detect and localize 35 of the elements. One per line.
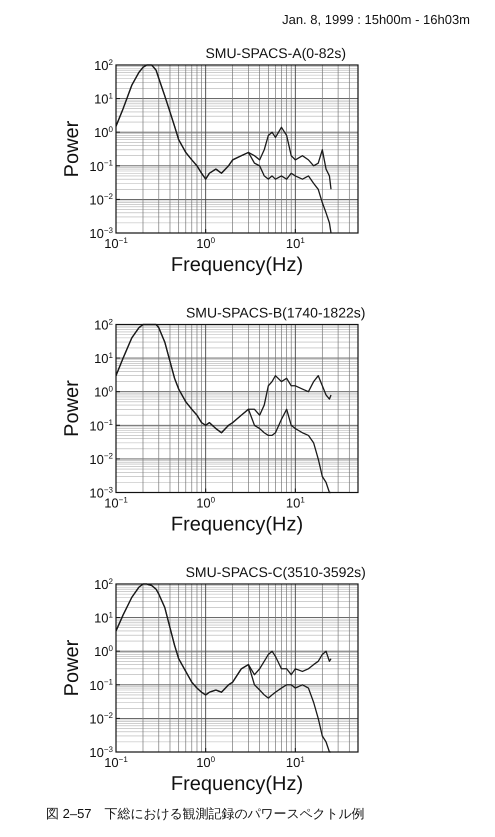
x-tick-label: 10$^{−1}$ (104, 754, 128, 770)
y-tick-label: 10$^{−2}$ (89, 452, 114, 467)
y-axis-title: Power (61, 120, 83, 178)
y-tick-label: 10$^{2}$ (94, 58, 114, 73)
y-tick-label: 10$^{−1}$ (89, 418, 114, 434)
x-tick-label: 10$^{1}$ (286, 754, 306, 770)
caption: 図 2–57 下総における観測記録のパワースペクトル例 (46, 806, 365, 821)
x-tick-label: 10$^{−1}$ (104, 495, 128, 510)
y-tick-label: 10$^{−2}$ (89, 711, 114, 726)
y-tick-label: 10$^{1}$ (94, 610, 114, 626)
x-axis-title: Frequency(Hz) (170, 254, 304, 276)
x-tick-label: 10$^{1}$ (286, 236, 306, 251)
y-tick-label: 10$^{0}$ (94, 644, 114, 660)
y-tick-label: 10$^{1}$ (94, 91, 114, 107)
y-tick-label: 10$^{−1}$ (89, 678, 114, 693)
y-axis-title: Power (61, 380, 83, 437)
text: Jan. 8, 1999 : 15h00m - 16h03m (282, 12, 470, 27)
x-tick-label: 10$^{0}$ (196, 754, 216, 770)
x-tick-label: 10$^{1}$ (286, 495, 306, 510)
x-axis-title: Frequency(Hz) (170, 514, 304, 536)
y-tick-label: 10$^{1}$ (94, 350, 114, 366)
y-tick-label: 10$^{0}$ (94, 125, 114, 140)
chart-title: SMU-SPACS-B(1740-1822s) (186, 304, 366, 320)
y-tick-label: 10$^{2}$ (94, 576, 114, 592)
chart-title: SMU-SPACS-C(3510-3592s) (186, 564, 366, 580)
y-tick-label: 10$^{−2}$ (89, 192, 114, 208)
x-axis-title: Frequency(Hz) (170, 773, 304, 795)
y-tick-label: 10$^{2}$ (94, 317, 114, 332)
x-tick-label: 10$^{0}$ (196, 495, 216, 510)
x-tick-label: 10$^{0}$ (196, 236, 216, 251)
chart-title: SMU-SPACS-A(0-82s) (205, 45, 346, 61)
y-tick-label: 10$^{0}$ (94, 384, 114, 400)
x-tick-label: 10$^{−1}$ (104, 236, 128, 251)
y-tick-label: 10$^{−1}$ (89, 158, 114, 174)
y-axis-title: Power (61, 639, 83, 696)
